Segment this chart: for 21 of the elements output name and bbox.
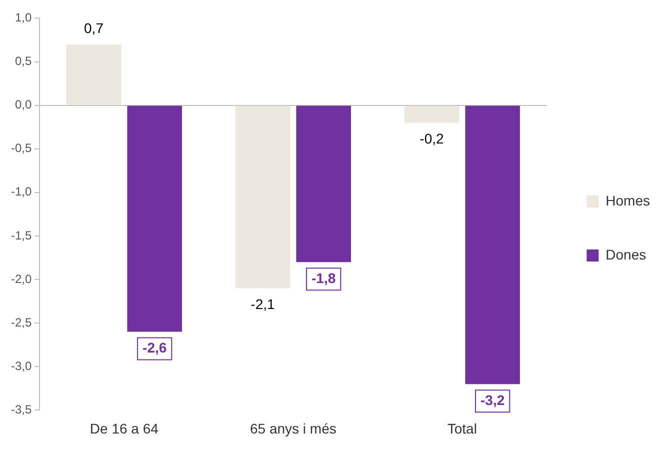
data-label: -3,2 [480, 392, 505, 408]
data-label: -1,8 [312, 270, 336, 286]
data-label: -2,6 [142, 340, 167, 356]
legend-label: Homes [606, 192, 650, 208]
y-tick-label: -3,5 [10, 402, 32, 417]
data-label: -2,1 [250, 296, 276, 312]
x-tick-label: 65 anys i més [250, 420, 336, 436]
y-tick-label: -0,5 [10, 141, 32, 156]
y-tick-label: -1,0 [10, 184, 32, 199]
x-tick-label: Total [447, 420, 477, 436]
y-tick-label: 0,0 [14, 98, 32, 112]
legend-label: Dones [606, 246, 646, 262]
y-tick-label: 0,5 [14, 54, 32, 68]
x-tick-label: De 16 a 64 [90, 420, 159, 436]
y-tick-label: -3,0 [10, 358, 32, 373]
y-tick-label: 1,0 [14, 10, 32, 25]
y-tick-label: -2,5 [10, 315, 32, 330]
data-label: 0,7 [84, 20, 104, 36]
y-tick-label: -2,0 [10, 272, 32, 286]
y-tick-label: -1,5 [10, 228, 32, 242]
data-label: -0,2 [420, 130, 444, 147]
